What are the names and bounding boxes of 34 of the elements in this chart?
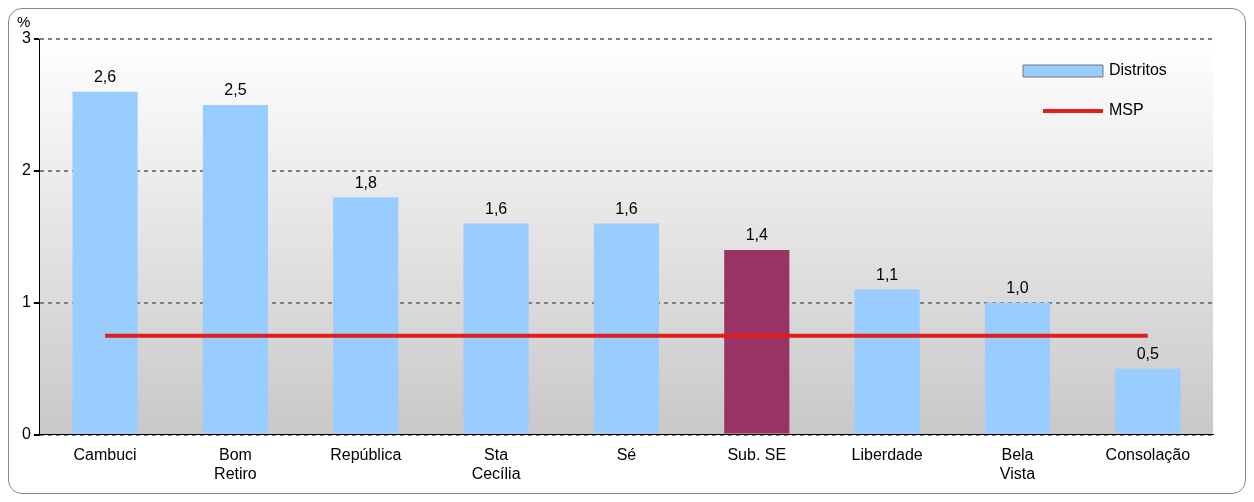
legend-label: Distritos	[1109, 61, 1167, 79]
data-label: 1,8	[354, 173, 377, 191]
data-label: 2,6	[93, 68, 117, 86]
data-label: 2,5	[224, 81, 247, 99]
bar	[854, 289, 920, 434]
data-label: 1,6	[484, 200, 508, 218]
bar	[984, 302, 1051, 434]
y-tick-label: 3	[21, 29, 31, 47]
x-tick-label: Sub. SE	[727, 445, 787, 463]
x-tick-label: Consolação	[1105, 445, 1191, 463]
legend-label: MSP	[1109, 101, 1144, 119]
y-axis-title: %	[17, 12, 31, 30]
bar	[463, 223, 529, 434]
x-tick-label: Liberdade	[851, 445, 923, 463]
bar	[724, 249, 790, 434]
bar	[202, 104, 268, 434]
data-label: 1,0	[1006, 279, 1029, 297]
bar	[593, 223, 660, 434]
data-label: 1,4	[745, 226, 769, 244]
bar	[72, 91, 138, 434]
data-label: 1,1	[876, 265, 899, 283]
data-label: 0,5	[1136, 345, 1160, 363]
bar	[333, 197, 399, 434]
x-tick-label: Sta Cecília	[471, 445, 521, 482]
x-tick-label: Bom Retiro	[214, 445, 257, 482]
x-tick-label: Bela Vista	[999, 445, 1036, 482]
x-tick-label: República	[330, 445, 402, 463]
x-tick-label: Sé	[616, 445, 637, 463]
data-label: 1,6	[615, 200, 638, 218]
x-tick-label: Cambuci	[73, 445, 137, 463]
y-tick-label: 2	[21, 161, 31, 179]
bar	[1115, 368, 1181, 434]
y-tick-label: 0	[21, 425, 31, 443]
y-tick-label: 1	[21, 293, 31, 311]
